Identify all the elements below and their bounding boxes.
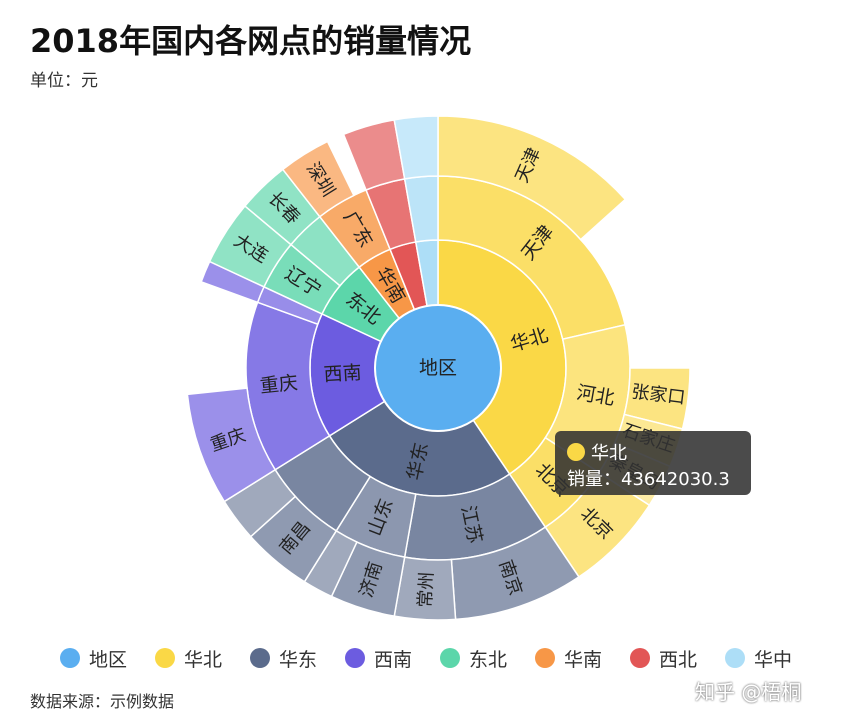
sector-label: 常州	[415, 571, 438, 608]
legend-item[interactable]: 华东	[250, 643, 317, 673]
root-label: 地区	[419, 357, 457, 379]
tooltip-name: 华北	[591, 443, 627, 464]
legend-item[interactable]: 华北	[155, 643, 222, 673]
legend-dot	[345, 648, 365, 668]
legend-dot	[155, 648, 175, 668]
legend-item[interactable]: 西北	[630, 643, 697, 673]
city-sector[interactable]	[186, 387, 277, 503]
legend-dot	[250, 648, 270, 668]
legend-item[interactable]: 西南	[345, 643, 412, 673]
watermark: 知乎 @梧桐	[695, 680, 802, 704]
legend-item[interactable]: 华中	[725, 643, 792, 673]
legend-label: 东北	[469, 648, 508, 671]
legend-label: 西南	[374, 648, 413, 671]
legend-item[interactable]: 东北	[440, 643, 507, 673]
legend-label: 地区	[89, 648, 128, 671]
legend-dot	[535, 648, 555, 668]
sunburst-chart[interactable]: 华北天津天津河北张家口石家庄秦皇岛北京北京华东江苏南京常州山东济南南昌西南重庆重…	[0, 0, 851, 640]
legend-label: 华北	[184, 648, 223, 671]
city-sector[interactable]	[393, 115, 439, 180]
source-note: 数据来源：示例数据	[30, 692, 175, 711]
tooltip-dot	[567, 443, 585, 461]
city-sector[interactable]	[437, 115, 627, 241]
legend-label: 华东	[279, 648, 318, 671]
legend: 地区 华北 华东 西南 东北 华南 西北 华中	[60, 643, 830, 673]
chart-subtitle: 单位：元	[30, 71, 98, 91]
legend-dot	[630, 648, 650, 668]
city-sector[interactable]	[281, 140, 355, 218]
sector-label: 西南	[323, 362, 362, 386]
tooltip-label: 销量：	[567, 469, 621, 490]
legend-label: 华中	[754, 648, 793, 671]
legend-item[interactable]: 地区	[60, 643, 127, 673]
legend-label: 西北	[659, 648, 698, 671]
legend-dot	[440, 648, 460, 668]
legend-dot	[725, 648, 745, 668]
legend-dot	[60, 648, 80, 668]
tooltip-value: 43642030.3	[621, 469, 730, 490]
tooltip: 华北 销量：43642030.3	[555, 431, 751, 495]
chart-title: 2018年国内各网点的销量情况	[30, 22, 472, 60]
legend-item[interactable]: 华南	[535, 643, 602, 673]
legend-label: 华南	[564, 648, 603, 671]
sector-label: 重庆	[259, 372, 299, 398]
root-sector[interactable]	[374, 304, 502, 432]
